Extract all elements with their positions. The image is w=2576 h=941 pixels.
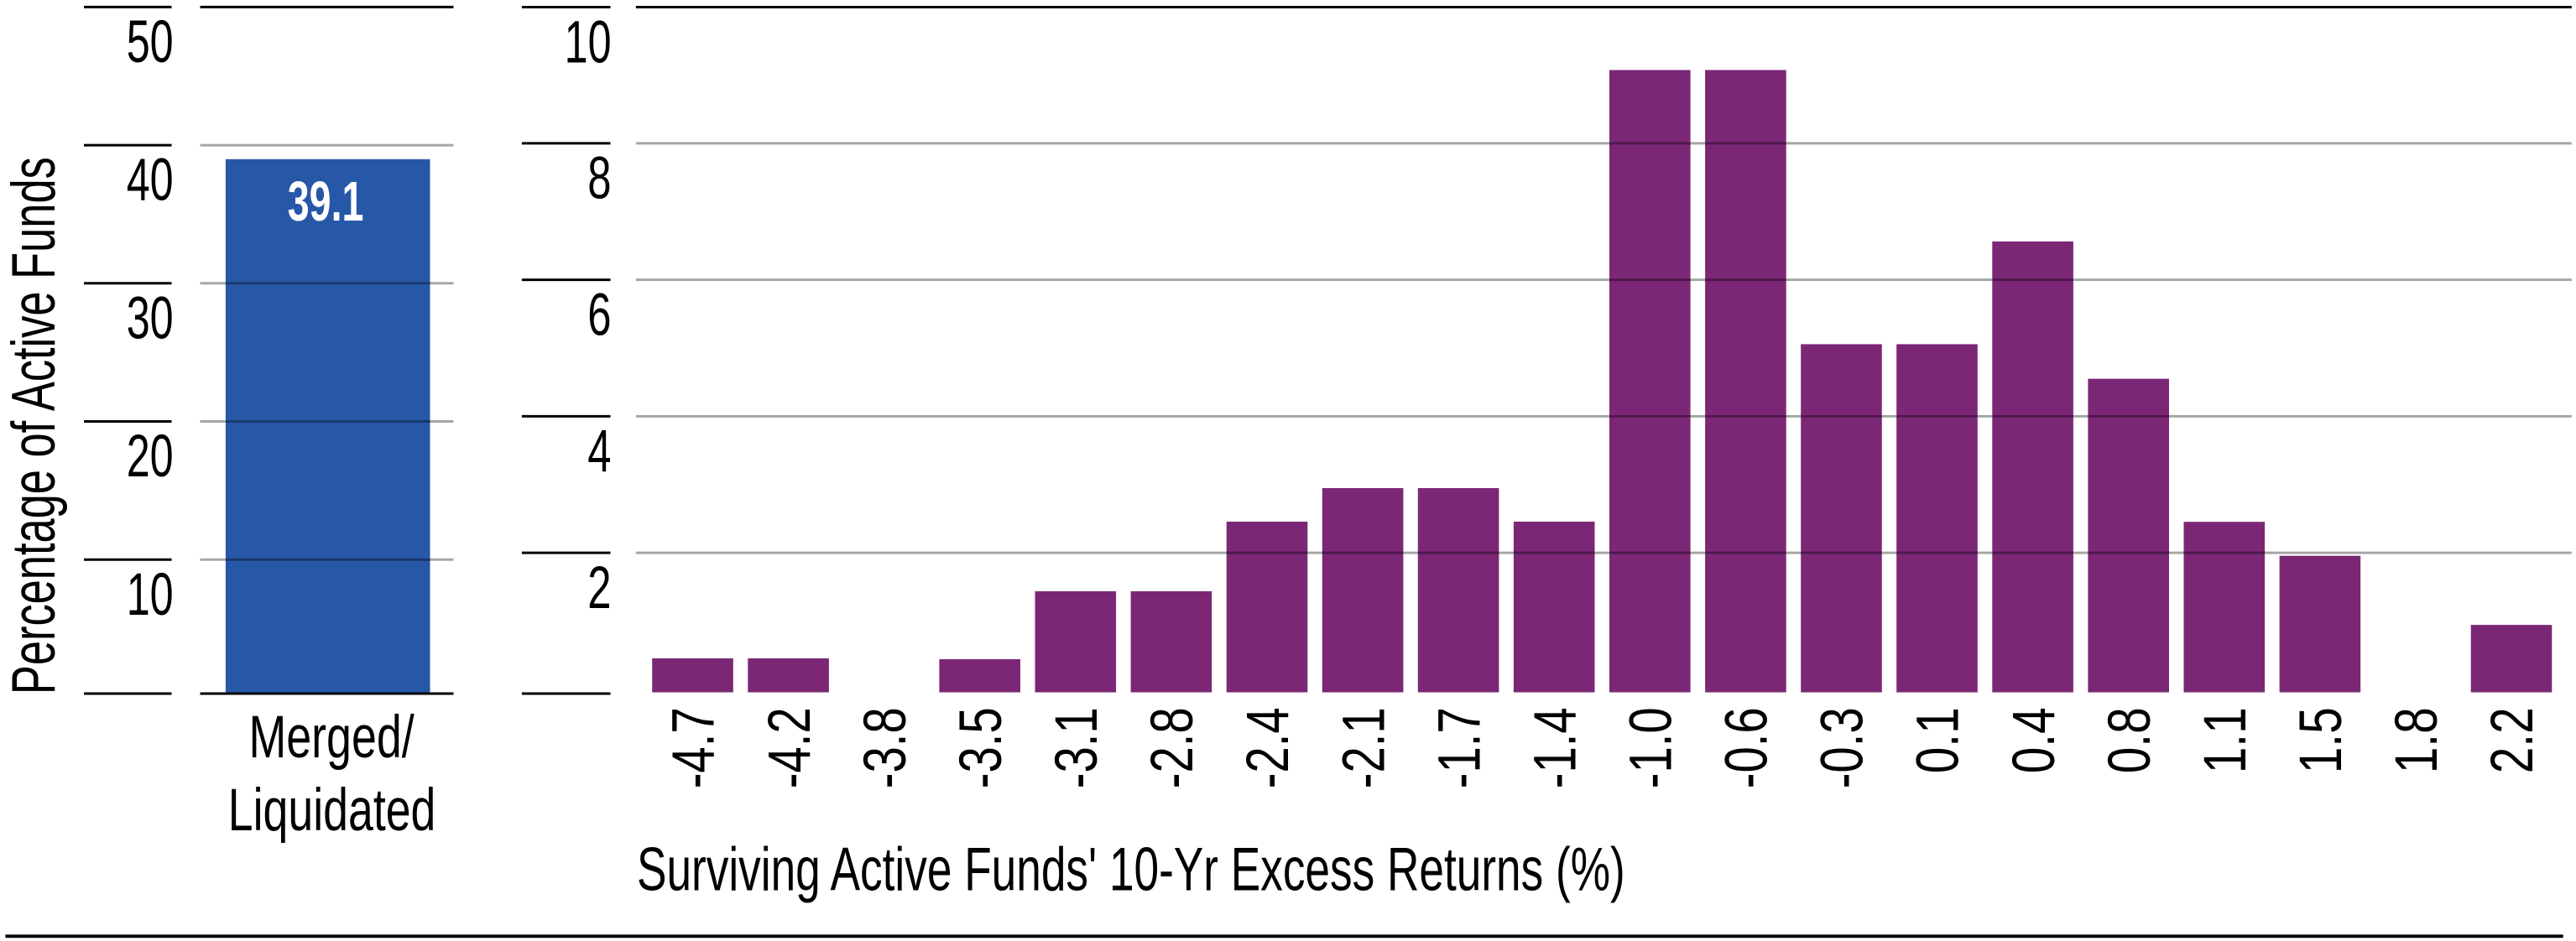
- svg-text:-3.5: -3.5: [948, 707, 1014, 788]
- svg-text:1.1: 1.1: [2193, 707, 2259, 773]
- svg-text:-0.6: -0.6: [1714, 707, 1781, 788]
- svg-text:Merged/: Merged/: [248, 704, 415, 771]
- svg-text:-2.1: -2.1: [1331, 707, 1397, 788]
- svg-text:20: 20: [127, 424, 174, 490]
- svg-text:-4.7: -4.7: [661, 707, 727, 788]
- svg-text:10: 10: [565, 9, 612, 75]
- svg-text:30: 30: [127, 285, 174, 351]
- svg-text:0.4: 0.4: [2001, 707, 2068, 773]
- svg-text:-3.1: -3.1: [1044, 707, 1110, 788]
- svg-text:50: 50: [127, 9, 174, 75]
- svg-text:1.8: 1.8: [2384, 707, 2450, 773]
- svg-text:2.2: 2.2: [2480, 707, 2546, 773]
- svg-text:1.5: 1.5: [2288, 707, 2354, 773]
- svg-text:-1.0: -1.0: [1619, 707, 1685, 788]
- svg-text:39.1: 39.1: [288, 170, 364, 233]
- svg-text:-0.3: -0.3: [1810, 707, 1876, 788]
- svg-text:-2.4: -2.4: [1235, 707, 1301, 788]
- svg-text:0.8: 0.8: [2097, 707, 2163, 773]
- svg-text:4: 4: [587, 419, 611, 485]
- svg-text:6: 6: [587, 282, 611, 348]
- svg-text:0.1: 0.1: [1906, 707, 1972, 773]
- svg-text:-1.7: -1.7: [1426, 707, 1493, 788]
- svg-text:2: 2: [587, 555, 611, 621]
- svg-text:-2.8: -2.8: [1139, 707, 1206, 788]
- svg-text:-1.4: -1.4: [1522, 707, 1588, 788]
- svg-text:-4.2: -4.2: [757, 707, 823, 788]
- svg-text:Surviving Active Funds' 10-Yr: Surviving Active Funds' 10-Yr Excess Ret…: [637, 836, 1625, 904]
- svg-text:Percentage of Active Funds: Percentage of Active Funds: [0, 157, 68, 694]
- svg-text:40: 40: [127, 148, 174, 214]
- svg-text:-3.8: -3.8: [853, 707, 919, 788]
- svg-text:8: 8: [587, 146, 611, 212]
- svg-text:Liquidated: Liquidated: [228, 777, 436, 844]
- svg-text:10: 10: [127, 562, 174, 628]
